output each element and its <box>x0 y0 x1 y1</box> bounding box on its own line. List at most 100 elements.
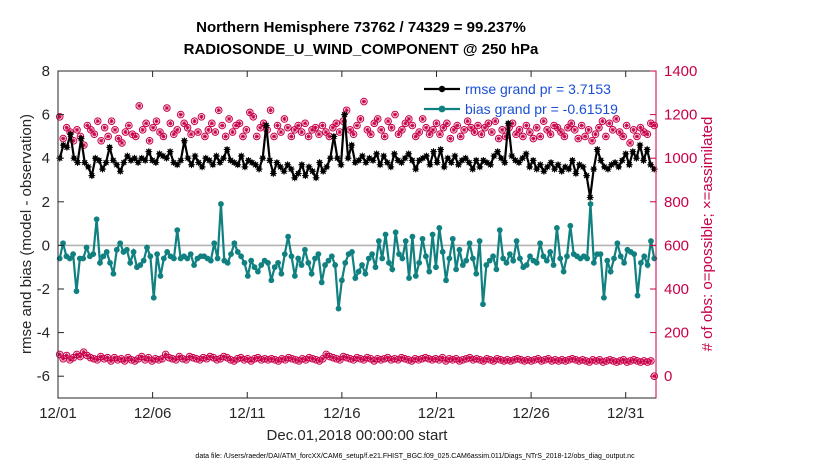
rmse-point <box>415 156 423 164</box>
bias-point <box>648 238 654 244</box>
rmse-point <box>455 161 462 169</box>
x-tick-label: 12/06 <box>134 405 172 422</box>
rmse-point <box>159 152 167 160</box>
obs-top-marker <box>432 119 441 128</box>
rmse-point <box>529 156 537 164</box>
rmse-point <box>305 163 313 171</box>
bias-point <box>238 253 244 260</box>
obs-top-marker <box>515 126 524 134</box>
rmse-point <box>647 161 655 169</box>
bias-point <box>604 257 611 264</box>
rmse-point <box>323 163 331 171</box>
obs-top-marker <box>356 115 365 123</box>
bias-point <box>506 251 513 258</box>
obs-top-marker <box>456 132 465 141</box>
obs-top-marker <box>595 123 603 132</box>
y-left-tick-label: 6 <box>42 107 50 124</box>
rmse-point <box>131 154 138 162</box>
x-tick-label: 12/11 <box>229 405 265 422</box>
rmse-point <box>615 163 623 171</box>
rmse-point <box>341 111 348 118</box>
rmse-point <box>262 122 270 129</box>
obs-top-marker <box>211 128 220 136</box>
bias-point <box>211 240 218 247</box>
bias-point <box>107 259 113 266</box>
obs-top-marker <box>131 132 140 141</box>
bias-point <box>302 246 308 253</box>
rmse-point <box>597 156 605 164</box>
y-axis-left: -6 -4 -2 0 2 4 6 8 <box>37 63 64 385</box>
obs-top-marker <box>166 119 175 128</box>
bias-point <box>298 262 305 268</box>
obs-top-marker <box>239 132 247 141</box>
bias-point <box>587 201 594 207</box>
bias-point <box>171 255 177 262</box>
rmse-point <box>326 154 334 162</box>
y-left-tick-label: -2 <box>37 281 50 298</box>
rmse-point <box>369 156 377 164</box>
bias-point <box>422 253 429 260</box>
bias-point <box>268 277 275 284</box>
obs-top-marker <box>643 130 652 139</box>
bias-point <box>187 251 194 258</box>
rmse-point <box>358 152 366 160</box>
bias-point <box>621 259 627 266</box>
obs-top-marker <box>349 130 358 139</box>
obs-top-marker <box>190 117 199 125</box>
rmse-point <box>166 148 174 156</box>
rmse-point <box>426 161 434 169</box>
bias-point <box>382 231 389 238</box>
rmse-point <box>266 156 274 164</box>
obs-top-marker <box>391 110 399 119</box>
rmse-point <box>465 159 473 166</box>
rmse-point <box>88 172 96 180</box>
rmse-point <box>148 156 156 164</box>
y-left-tick-label: -6 <box>37 368 50 385</box>
chart-title-line2: RADIOSONDE_U_WIND_COMPONENT @ 250 hPa <box>184 41 539 58</box>
x-tick-label: 12/31 <box>607 405 645 422</box>
rmse-point <box>77 135 85 142</box>
bias-point <box>449 235 456 242</box>
obs-top-marker <box>484 119 493 128</box>
rmse-point <box>462 154 469 162</box>
bias-point <box>214 255 221 262</box>
rmse-point <box>191 152 199 160</box>
rmse-point <box>408 156 416 164</box>
obs-top-marker <box>218 121 226 130</box>
obs-top-marker <box>574 134 583 143</box>
rmse-point <box>572 170 580 177</box>
obs-top-marker <box>242 126 251 134</box>
obs-top-marker <box>311 123 320 132</box>
bias-point <box>547 249 554 255</box>
rmse-point <box>533 165 541 173</box>
rmse-point <box>220 154 227 162</box>
rmse-point <box>650 165 658 173</box>
bias-point <box>318 279 325 286</box>
rmse-point <box>487 161 494 169</box>
obs-top-marker <box>626 139 634 147</box>
obs-top-marker <box>87 126 95 134</box>
rmse-point <box>195 159 203 166</box>
obs-top-marker <box>608 126 617 134</box>
bias-point <box>305 259 312 266</box>
bias-point <box>265 259 271 266</box>
y-right-tick-label: 1000 <box>664 150 697 167</box>
obs-top-marker <box>377 126 385 134</box>
y-right-tick-label: 600 <box>664 237 689 254</box>
obs-top-marker <box>491 117 500 125</box>
obs-top-marker <box>197 112 206 121</box>
bias-point <box>322 262 328 268</box>
bias-point <box>611 255 617 262</box>
rmse-point <box>291 174 299 182</box>
bias-point <box>338 277 345 284</box>
obs-top-marker <box>446 134 455 143</box>
bias-point <box>463 257 470 264</box>
obs-top-marker <box>315 130 323 139</box>
bias-point <box>496 227 503 234</box>
rmse-point <box>212 152 220 160</box>
bias-point <box>399 255 406 262</box>
rmse-markers <box>56 111 658 201</box>
rmse-point <box>348 141 356 149</box>
obs-top-marker <box>90 130 99 139</box>
obs-top-marker <box>111 126 119 134</box>
